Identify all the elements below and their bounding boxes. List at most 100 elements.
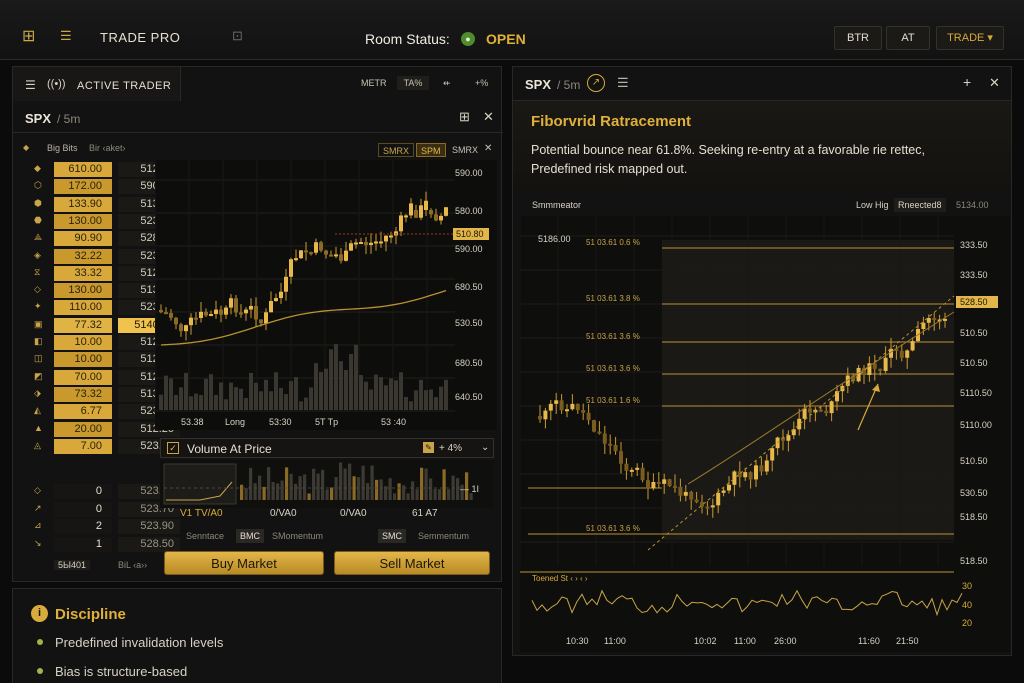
ladder-size[interactable]: 130.00 — [54, 283, 112, 299]
ladder-size[interactable]: 110.00 — [54, 300, 112, 316]
ladder-row[interactable]: ⬢133.90513.00 — [30, 196, 180, 212]
list-icon[interactable]: ☰ — [617, 75, 629, 90]
volume-at-price-header[interactable]: ✓ Volume At Price ✎ + 4% ⌄ — [160, 438, 494, 458]
mode-semmentum[interactable]: Semmentum — [418, 531, 470, 541]
grid-view-icon[interactable]: ⊞ — [459, 109, 470, 124]
volume-bar — [294, 377, 298, 410]
layout-grid-icon[interactable]: ⊞ — [22, 28, 36, 45]
at-button[interactable]: AT — [886, 26, 930, 50]
ta-tab[interactable]: TA% — [397, 76, 429, 90]
analysis-title: Fiborvrid Ratracement — [531, 113, 692, 130]
timeframe-label[interactable]: / 5m — [557, 78, 581, 92]
ladder-row[interactable]: ▣ 77.32 5140.50 — [30, 317, 180, 333]
ladder-bottom-row[interactable]: ↗ 0 523.70 — [30, 501, 180, 517]
vap-bar — [262, 486, 266, 500]
close-icon[interactable]: ✕ — [483, 109, 494, 124]
ladder-price[interactable]: 523.90 — [118, 519, 180, 534]
mode-smomentum[interactable]: SMomentum — [272, 531, 324, 541]
price-tag-bg — [956, 296, 998, 308]
ladder-size[interactable]: 20.00 — [54, 421, 112, 437]
ladder-qty[interactable]: 0 — [54, 484, 112, 499]
ladder-size[interactable]: 73.32 — [54, 386, 112, 402]
ladder-qty[interactable]: 1 — [54, 536, 112, 552]
chart-tag[interactable]: Rneected8 — [894, 198, 946, 212]
metr-tab[interactable]: METR — [361, 78, 387, 88]
ladder-size[interactable]: 90.90 — [54, 231, 112, 247]
ladder-row[interactable]: ◧10.00512.58 — [30, 335, 180, 350]
ladder-row[interactable]: ◇130.00513.00 — [30, 283, 180, 299]
candle-body — [219, 309, 223, 315]
ladder-row[interactable]: ⬗73.32513.80 — [30, 386, 180, 402]
active-trader-tab[interactable]: ☰ ((•)) ACTIVE TRADER — [13, 67, 181, 101]
plus-percent-tab[interactable]: +% — [475, 78, 489, 88]
ladder-size[interactable]: 70.00 — [54, 369, 112, 385]
left-price-chart[interactable]: 590.00580.00513.00590.00680.50530.50680.… — [155, 160, 497, 430]
list-icon[interactable]: ☰ — [60, 28, 72, 43]
candle-body — [802, 408, 807, 419]
ladder-size[interactable]: 32.22 — [54, 248, 112, 264]
vap-edit-icon[interactable]: ✎ — [423, 442, 434, 453]
sell-market-button[interactable]: Sell Market — [334, 551, 490, 575]
menu-icon[interactable]: ☰ — [25, 78, 36, 92]
ladder-size[interactable]: 610.00 — [54, 162, 112, 177]
ladder-qty[interactable]: 0 — [54, 501, 112, 517]
btr-button[interactable]: BTR — [834, 26, 882, 50]
swap-tab[interactable]: ⇷ — [443, 78, 451, 88]
mode-bmc[interactable]: BMC — [236, 529, 264, 543]
ladder-bottom-row[interactable]: ◇ 0 523.71 — [30, 484, 180, 499]
price-axis-label: 590.00 — [455, 244, 483, 254]
time-axis-label: 11:60 — [858, 636, 880, 646]
ladder-size[interactable]: 10.00 — [54, 335, 112, 350]
checkbox-icon[interactable]: ✓ — [167, 442, 179, 454]
ladder-row[interactable]: ⟁90.90528.00 — [30, 231, 180, 247]
time-axis-label: 11:00 — [604, 636, 626, 646]
clock-icon[interactable]: ↗ — [587, 74, 605, 92]
ladder-size[interactable]: 172.00 — [54, 179, 112, 195]
ladder-size[interactable]: 77.32 — [54, 317, 112, 333]
chart-tab-smrx-2[interactable]: SMRX — [452, 145, 479, 155]
ladder-row[interactable]: ◫10.00512.02 — [30, 352, 180, 368]
ladder-footer-label[interactable]: 5Ы401 — [54, 560, 90, 570]
volume-bar — [289, 381, 293, 410]
ladder-row[interactable]: ◬ 7.00 523.99 — [30, 438, 180, 454]
trade-dropdown-button[interactable]: TRADE ▾ — [936, 26, 1004, 50]
ladder-row-icon: ⊿ — [34, 520, 42, 530]
ladder-size[interactable]: 10.00 — [54, 352, 112, 368]
candle-body — [694, 499, 699, 503]
ladder-row[interactable]: ◈32.22523.00 — [30, 248, 180, 264]
vap-bar — [280, 480, 284, 500]
chart-close-icon[interactable]: ✕ — [484, 143, 493, 154]
ladder-qty[interactable]: 2 — [54, 519, 112, 534]
vap-bar — [321, 469, 325, 500]
ladder-size[interactable]: 130.00 — [54, 213, 112, 229]
close-icon[interactable]: ✕ — [989, 75, 1000, 90]
fibonacci-chart[interactable]: 5186.00 51 03.61 0.6 % 51 03.61 3.8 % 51 03… — [520, 216, 1010, 652]
candle-body — [791, 429, 796, 436]
ladder-row[interactable]: ▲20.00512.20 — [30, 421, 180, 437]
add-icon[interactable]: + — [963, 74, 972, 90]
timeframe-label[interactable]: / 5m — [57, 112, 81, 126]
chart-layout-icon[interactable]: ⊡ — [232, 28, 243, 43]
ladder-size[interactable]: 33.32 — [54, 265, 112, 281]
candle-body — [209, 313, 213, 316]
chevron-down-icon[interactable]: ⌄ — [481, 442, 490, 453]
ladder-bottom-row[interactable]: ⊿ 2 523.90 — [30, 519, 180, 534]
ladder-size[interactable]: 7.00 — [54, 438, 112, 454]
ladder-row[interactable]: ◩70.00512.80 — [30, 369, 180, 385]
mode-smc[interactable]: SMC — [378, 529, 406, 543]
chart-tab-spm[interactable]: SPM — [416, 143, 446, 157]
chart-tab-smrx-1[interactable]: SMRX — [378, 143, 415, 157]
ladder-row[interactable]: ◆610.00512.80 — [30, 162, 180, 177]
buy-market-button[interactable]: Buy Market — [164, 551, 324, 575]
ladder-row[interactable]: ◭6.77523.91 — [30, 404, 180, 420]
mode-senntace[interactable]: Senntace — [186, 531, 225, 541]
ladder-row[interactable]: ⧖33.32512.52 — [30, 265, 180, 281]
ladder-price[interactable]: 528.50 — [118, 536, 180, 552]
candle-body — [818, 409, 823, 412]
ladder-size[interactable]: 6.77 — [54, 404, 112, 420]
ladder-size[interactable]: 133.90 — [54, 196, 112, 212]
ladder-bottom-row[interactable]: ↘ 1 528.50 — [30, 536, 180, 552]
